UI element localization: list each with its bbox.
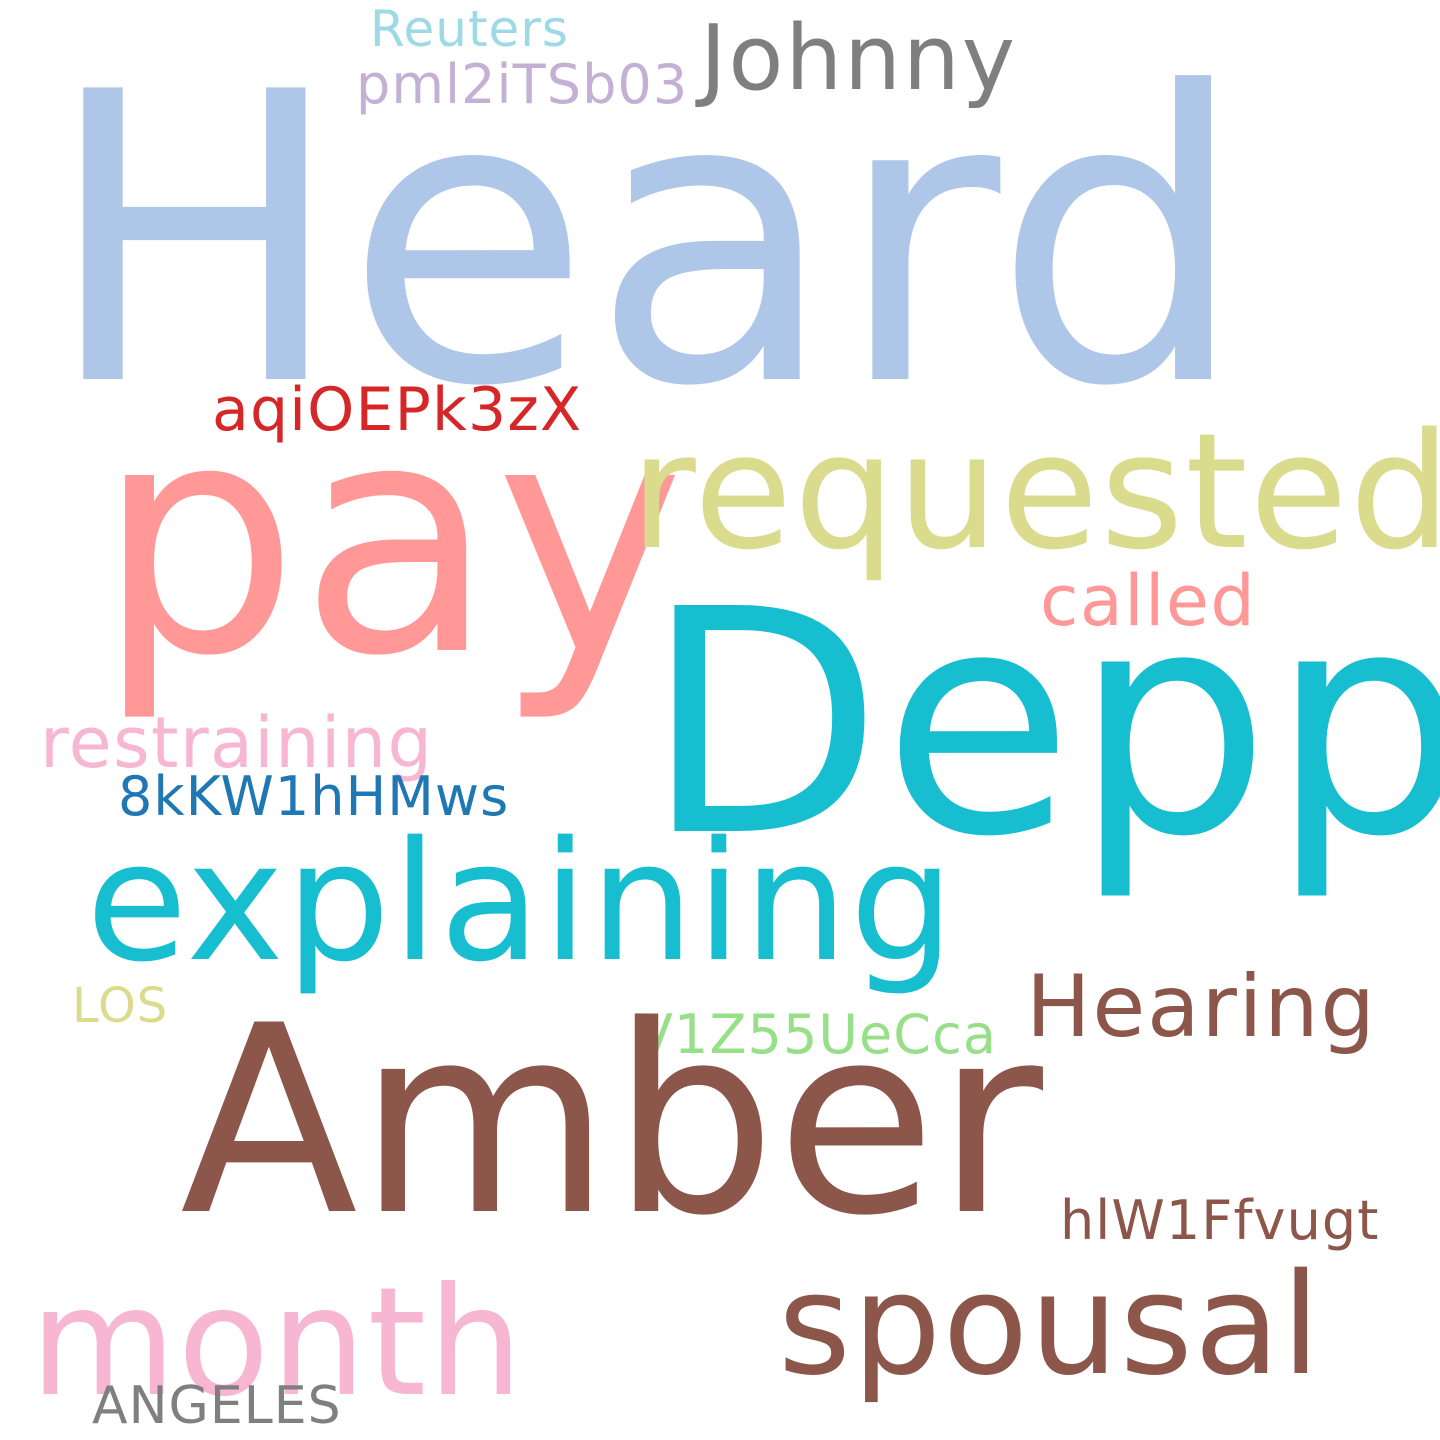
word-johnny: Johnny — [700, 6, 1017, 111]
word-explaining: explaining — [86, 806, 957, 998]
word-aqioepk3zx: aqiOEPk3zX — [212, 375, 583, 445]
word-called: called — [1040, 560, 1257, 642]
word-los: LOS — [72, 978, 169, 1034]
word-pay: pay — [96, 354, 685, 726]
word-pml2itsb03: pml2iTSb03 — [356, 53, 689, 116]
word-angeles: ANGELES — [92, 1376, 342, 1436]
word-8kkw1hhmws: 8kKW1hHMws — [118, 765, 510, 828]
word-hlw1ffvugt: hlW1Ffvugt — [1060, 1189, 1380, 1252]
word-requested: requested — [630, 398, 1440, 585]
word-heard: Heard — [44, 9, 1248, 474]
word-hearing: Hearing — [1026, 957, 1377, 1057]
word-month: month — [30, 1256, 525, 1430]
word-depp: Depp — [644, 544, 1440, 905]
word-spousal: spousal — [778, 1244, 1322, 1407]
word-amber: Amber — [180, 971, 1044, 1273]
word-restraining: restraining — [40, 702, 434, 784]
word-reuters: Reuters — [370, 0, 569, 58]
word-v1z55uecca: V1Z55UeCca — [636, 1003, 998, 1066]
